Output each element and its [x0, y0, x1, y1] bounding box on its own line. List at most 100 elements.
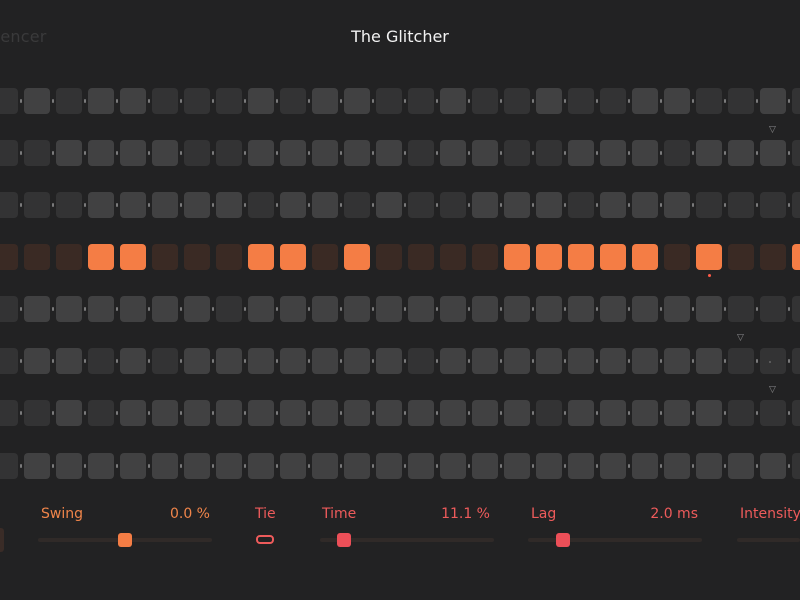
step-cell[interactable] [0, 453, 18, 479]
step-cell[interactable] [56, 348, 82, 374]
lag-slider-handle[interactable] [556, 533, 570, 547]
step-cell[interactable] [664, 88, 690, 114]
step-cell[interactable] [632, 140, 658, 166]
step-cell[interactable] [664, 348, 690, 374]
step-cell[interactable] [536, 192, 562, 218]
step-cell[interactable] [408, 453, 434, 479]
step-cell[interactable] [376, 296, 402, 322]
step-cell[interactable] [728, 400, 754, 426]
step-cell[interactable] [216, 453, 242, 479]
step-cell[interactable] [344, 296, 370, 322]
step-cell[interactable] [344, 140, 370, 166]
step-cell[interactable] [792, 192, 800, 218]
step-cell[interactable] [376, 140, 402, 166]
step-cell[interactable] [440, 453, 466, 479]
step-cell[interactable] [728, 244, 754, 270]
step-cell[interactable] [600, 296, 626, 322]
step-cell[interactable] [664, 296, 690, 322]
step-cell[interactable] [120, 192, 146, 218]
step-cell[interactable] [536, 140, 562, 166]
step-cell[interactable] [504, 88, 530, 114]
step-cell[interactable] [0, 400, 18, 426]
step-cell[interactable] [280, 192, 306, 218]
step-cell[interactable] [56, 88, 82, 114]
step-cell[interactable] [600, 400, 626, 426]
step-cell[interactable] [760, 88, 786, 114]
step-cell[interactable] [504, 348, 530, 374]
step-cell[interactable] [504, 244, 530, 270]
step-cell[interactable] [88, 140, 114, 166]
step-cell[interactable] [696, 244, 722, 270]
step-cell[interactable] [120, 244, 146, 270]
step-cell[interactable] [120, 453, 146, 479]
step-cell[interactable] [88, 296, 114, 322]
step-cell[interactable] [760, 400, 786, 426]
step-cell[interactable] [760, 453, 786, 479]
step-cell[interactable] [632, 400, 658, 426]
step-cell[interactable] [248, 192, 274, 218]
step-cell[interactable] [344, 88, 370, 114]
step-cell[interactable] [24, 192, 50, 218]
step-cell[interactable] [24, 400, 50, 426]
step-cell[interactable] [504, 140, 530, 166]
step-cell[interactable] [664, 453, 690, 479]
step-cell[interactable] [248, 400, 274, 426]
step-cell[interactable] [184, 244, 210, 270]
step-cell[interactable] [504, 400, 530, 426]
step-cell[interactable] [56, 192, 82, 218]
step-cell[interactable] [248, 453, 274, 479]
step-cell[interactable] [440, 192, 466, 218]
step-cell[interactable] [56, 140, 82, 166]
step-cell[interactable] [536, 244, 562, 270]
step-cell[interactable] [536, 296, 562, 322]
step-cell[interactable] [728, 140, 754, 166]
tie-toggle[interactable] [256, 535, 274, 544]
step-cell[interactable] [280, 140, 306, 166]
step-cell[interactable] [280, 400, 306, 426]
step-cell[interactable] [24, 296, 50, 322]
step-cell[interactable] [792, 88, 800, 114]
step-cell[interactable] [792, 296, 800, 322]
step-cell[interactable] [440, 244, 466, 270]
step-cell[interactable] [184, 348, 210, 374]
step-cell[interactable] [216, 348, 242, 374]
step-cell[interactable] [536, 88, 562, 114]
step-cell[interactable] [24, 453, 50, 479]
length-marker-icon[interactable]: ▽ [737, 333, 744, 343]
step-cell[interactable] [536, 348, 562, 374]
step-cell[interactable] [0, 192, 18, 218]
step-cell[interactable] [632, 88, 658, 114]
step-cell[interactable] [280, 348, 306, 374]
step-cell[interactable] [696, 348, 722, 374]
step-cell[interactable] [408, 244, 434, 270]
step-cell[interactable] [216, 244, 242, 270]
step-cell[interactable] [0, 296, 18, 322]
step-cell[interactable] [568, 296, 594, 322]
step-cell[interactable] [152, 296, 178, 322]
step-cell[interactable] [536, 453, 562, 479]
step-cell[interactable] [56, 400, 82, 426]
step-cell[interactable] [88, 88, 114, 114]
step-cell[interactable] [280, 296, 306, 322]
step-cell[interactable] [248, 296, 274, 322]
step-cell[interactable] [792, 453, 800, 479]
step-cell[interactable] [664, 400, 690, 426]
step-cell[interactable] [184, 453, 210, 479]
step-cell[interactable] [152, 348, 178, 374]
step-cell[interactable] [152, 453, 178, 479]
step-cell[interactable] [88, 453, 114, 479]
step-cell[interactable] [376, 88, 402, 114]
step-cell[interactable] [440, 88, 466, 114]
step-cell[interactable] [536, 400, 562, 426]
step-cell[interactable] [376, 192, 402, 218]
step-cell[interactable] [248, 140, 274, 166]
step-cell[interactable] [760, 348, 786, 374]
step-cell[interactable] [408, 88, 434, 114]
lag-slider-track[interactable] [528, 538, 702, 542]
step-cell[interactable] [312, 348, 338, 374]
step-cell[interactable] [344, 348, 370, 374]
step-cell[interactable] [760, 296, 786, 322]
step-cell[interactable] [472, 296, 498, 322]
step-cell[interactable] [568, 244, 594, 270]
step-cell[interactable] [248, 348, 274, 374]
